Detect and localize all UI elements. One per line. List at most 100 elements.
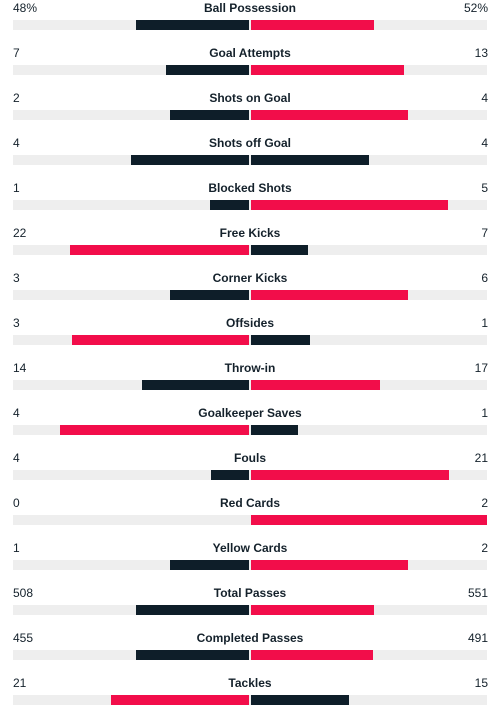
stat-bar-track xyxy=(13,200,487,210)
home-bar xyxy=(170,560,249,570)
stat-label: Yellow Cards xyxy=(212,541,288,555)
away-value: 4 xyxy=(481,136,488,150)
home-bar xyxy=(209,200,249,210)
stat-row-free-kicks: 22 Free Kicks 7 xyxy=(0,225,500,270)
home-value: 4 xyxy=(13,406,20,420)
stat-row-throw-in: 14 Throw-in 17 xyxy=(0,360,500,405)
away-value: 7 xyxy=(481,226,488,240)
home-bar xyxy=(60,425,249,435)
home-value: 0 xyxy=(13,496,20,510)
stat-label: Red Cards xyxy=(219,496,281,510)
away-bar xyxy=(251,200,448,210)
stat-label: Corner Kicks xyxy=(212,271,288,285)
stat-bar-track xyxy=(13,470,487,480)
away-value: 52% xyxy=(463,1,488,15)
stat-bar-track xyxy=(13,20,487,30)
home-value: 4 xyxy=(13,136,20,150)
stat-label: Goal Attempts xyxy=(209,46,291,60)
away-value: 4 xyxy=(481,91,488,105)
home-value: 7 xyxy=(13,46,20,60)
stat-label: Goalkeeper Saves xyxy=(198,406,302,420)
away-value: 13 xyxy=(474,46,488,60)
away-bar xyxy=(251,155,369,165)
home-value: 1 xyxy=(13,541,20,555)
stat-row-blocked-shots: 1 Blocked Shots 5 xyxy=(0,180,500,225)
stat-row-completed-passes: 455 Completed Passes 491 xyxy=(0,630,500,675)
away-bar xyxy=(251,110,409,120)
stat-bar-track xyxy=(13,290,487,300)
away-bar xyxy=(251,65,405,75)
stat-row-shots-on-goal: 2 Shots on Goal 4 xyxy=(0,90,500,135)
away-value: 6 xyxy=(481,271,488,285)
home-bar xyxy=(131,155,249,165)
stat-row-fouls: 4 Fouls 21 xyxy=(0,450,500,495)
away-bar xyxy=(251,605,374,615)
away-bar xyxy=(251,380,381,390)
stat-row-goal-attempts: 7 Goal Attempts 13 xyxy=(0,45,500,90)
home-value: 21 xyxy=(13,676,27,690)
away-value: 551 xyxy=(467,586,488,600)
stat-label: Shots off Goal xyxy=(209,136,291,150)
stat-row-ball-possession: 48% Ball Possession 52% xyxy=(0,0,500,45)
away-value: 5 xyxy=(481,181,488,195)
away-bar xyxy=(251,515,487,525)
away-value: 2 xyxy=(481,496,488,510)
stat-row-total-passes: 508 Total Passes 551 xyxy=(0,585,500,630)
away-value: 15 xyxy=(474,676,488,690)
stat-label: Blocked Shots xyxy=(208,181,292,195)
stat-label: Throw-in xyxy=(224,361,276,375)
stat-bar-track xyxy=(13,380,487,390)
stat-label: Total Passes xyxy=(213,586,287,600)
stat-label: Shots on Goal xyxy=(209,91,291,105)
stat-label: Ball Possession xyxy=(203,1,297,15)
home-bar xyxy=(135,20,249,30)
stat-bar-track xyxy=(13,245,487,255)
home-bar xyxy=(211,470,249,480)
away-bar xyxy=(251,650,374,660)
home-value: 14 xyxy=(13,361,27,375)
home-value: 48% xyxy=(13,1,38,15)
home-value: 1 xyxy=(13,181,20,195)
home-value: 4 xyxy=(13,451,20,465)
away-bar xyxy=(251,290,409,300)
away-value: 21 xyxy=(474,451,488,465)
stat-label: Free Kicks xyxy=(219,226,281,240)
away-bar xyxy=(251,335,310,345)
away-value: 491 xyxy=(467,631,488,645)
home-bar xyxy=(111,695,249,705)
stat-label: Fouls xyxy=(234,451,266,465)
stat-row-corner-kicks: 3 Corner Kicks 6 xyxy=(0,270,500,315)
stat-bar-track xyxy=(13,695,487,705)
home-value: 3 xyxy=(13,316,20,330)
away-bar xyxy=(251,425,299,435)
away-bar xyxy=(251,20,374,30)
stat-bar-track xyxy=(13,425,487,435)
home-bar xyxy=(142,380,249,390)
stat-bar-track xyxy=(13,650,487,660)
away-bar xyxy=(251,560,409,570)
home-bar xyxy=(170,110,249,120)
away-value: 2 xyxy=(481,541,488,555)
stat-bar-track xyxy=(13,515,487,525)
stat-label: Completed Passes xyxy=(196,631,304,645)
away-value: 1 xyxy=(481,316,488,330)
away-value: 1 xyxy=(481,406,488,420)
stat-bar-track xyxy=(13,110,487,120)
stat-row-red-cards: 0 Red Cards 2 xyxy=(0,495,500,540)
stat-label: Offsides xyxy=(225,316,274,330)
stat-row-offsides: 3 Offsides 1 xyxy=(0,315,500,360)
stat-bar-track xyxy=(13,560,487,570)
away-bar xyxy=(251,695,350,705)
home-bar xyxy=(170,290,249,300)
stat-bar-track xyxy=(13,65,487,75)
away-bar xyxy=(251,470,450,480)
home-bar xyxy=(135,605,249,615)
away-value: 17 xyxy=(474,361,488,375)
home-value: 508 xyxy=(13,586,34,600)
stat-row-tackles: 21 Tackles 15 xyxy=(0,675,500,720)
stat-label: Tackles xyxy=(228,676,272,690)
home-value: 22 xyxy=(13,226,27,240)
stat-bar-track xyxy=(13,155,487,165)
away-bar xyxy=(251,245,308,255)
stat-bar-track xyxy=(13,335,487,345)
